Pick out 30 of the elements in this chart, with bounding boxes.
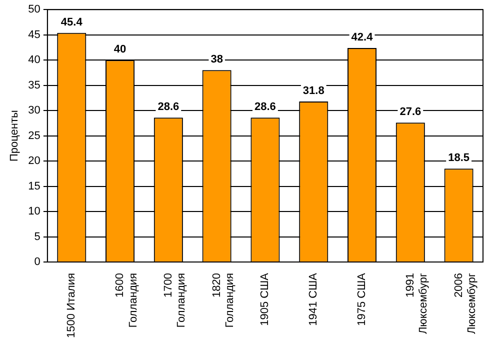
x-tick-label: 1820 Голландия (210, 272, 236, 328)
y-tick-label: 20 (28, 155, 40, 168)
data-label: 18.5 (448, 152, 470, 164)
data-label: 45.4 (60, 16, 84, 28)
x-tick-label: 1500 Италия (66, 272, 78, 338)
x-tick-label: 2006 Люксембург (452, 273, 478, 334)
y-tick-label: 35 (28, 79, 40, 92)
data-label: 38 (210, 54, 223, 66)
y-tick-label: 5 (34, 230, 40, 243)
y-tick-label: 40 (28, 54, 40, 66)
y-tick-label: 50 (28, 4, 40, 16)
data-label: 28.6 (254, 101, 276, 114)
x-tick-label: 1600 Голландия (114, 272, 140, 328)
data-label: 31.8 (302, 85, 324, 98)
y-axis-title: Проценты (8, 110, 21, 162)
x-tick-label: 1941 США (308, 272, 320, 326)
x-tick-label: 1700 Голландия (162, 272, 188, 328)
y-tick-label: 45 (28, 28, 40, 41)
y-tick-label: 15 (28, 180, 40, 192)
data-label: 42.4 (351, 32, 374, 44)
y-tick-label: 0 (34, 256, 40, 268)
data-label: 40 (114, 44, 126, 56)
x-tick-label: 1975 США (356, 272, 368, 326)
y-tick-label: 10 (28, 206, 40, 218)
x-tick-label: 1905 США (259, 272, 272, 326)
data-label: 28.6 (158, 101, 180, 114)
y-tick-label: 30 (28, 104, 40, 117)
x-tick-label: 1991 Люксембург (404, 273, 430, 334)
data-label: 27.6 (400, 106, 422, 118)
y-tick-label: 25 (28, 130, 40, 142)
